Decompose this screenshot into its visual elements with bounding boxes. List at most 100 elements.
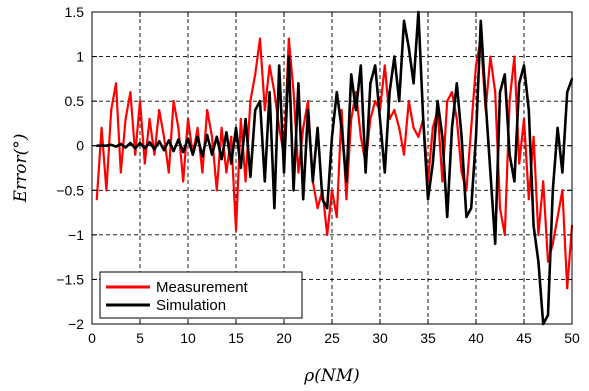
legend-label-measurement: Measurement xyxy=(156,279,249,296)
y-tick-label: 0.5 xyxy=(65,93,85,109)
data-point-measurement xyxy=(551,242,554,245)
data-point-measurement xyxy=(350,117,353,121)
data-point-simulation xyxy=(374,64,377,67)
data-point-measurement xyxy=(561,189,564,192)
data-point-simulation xyxy=(532,224,535,227)
x-tick-label: 30 xyxy=(372,330,388,346)
data-point-simulation xyxy=(292,189,295,192)
data-point-simulation xyxy=(412,82,415,85)
x-tick-label: 35 xyxy=(420,330,436,346)
data-point-simulation xyxy=(431,162,434,165)
data-point-measurement xyxy=(532,135,535,138)
data-point-simulation xyxy=(513,180,516,183)
data-point-simulation xyxy=(220,158,223,161)
data-point-measurement xyxy=(254,73,257,76)
data-point-measurement xyxy=(306,100,310,103)
x-tick-label: 0 xyxy=(88,330,96,346)
legend-box xyxy=(99,271,303,319)
data-point-measurement xyxy=(297,171,300,174)
data-point-simulation xyxy=(383,171,386,174)
data-point-simulation xyxy=(465,215,468,219)
data-point-measurement xyxy=(374,100,377,103)
data-point-simulation xyxy=(114,145,118,148)
data-point-simulation xyxy=(561,171,564,174)
legend-label-simulation: Simulation xyxy=(156,297,226,314)
data-point-simulation xyxy=(566,91,569,94)
data-point-simulation xyxy=(311,180,314,183)
data-point-measurement xyxy=(100,126,103,129)
data-point-measurement xyxy=(292,91,295,94)
data-point-simulation xyxy=(268,91,271,94)
y-tick-label: 1.5 xyxy=(65,4,85,20)
x-tick-label: 15 xyxy=(228,330,244,346)
data-point-simulation xyxy=(124,146,127,149)
data-point-measurement xyxy=(206,109,209,112)
data-point-simulation xyxy=(369,82,372,85)
data-point-measurement xyxy=(326,233,329,236)
y-tick-label: 1 xyxy=(76,49,84,65)
data-point-measurement xyxy=(412,126,415,129)
data-point-simulation xyxy=(398,100,401,103)
data-point-measurement xyxy=(172,100,175,103)
data-point-simulation xyxy=(287,55,290,58)
x-tick-label: 50 xyxy=(564,330,580,346)
data-point-simulation xyxy=(508,153,511,156)
data-point-measurement xyxy=(455,117,458,121)
data-point-measurement xyxy=(220,126,223,129)
data-point-simulation xyxy=(551,189,554,192)
x-tick-label: 5 xyxy=(136,330,144,346)
y-tick-label: −1 xyxy=(68,227,84,243)
data-point-simulation xyxy=(239,166,242,170)
data-point-measurement xyxy=(239,117,242,121)
data-point-measurement xyxy=(340,109,343,112)
data-point-simulation xyxy=(484,100,487,103)
data-point-simulation xyxy=(494,242,497,245)
data-point-simulation xyxy=(138,141,142,145)
data-point-measurement xyxy=(316,207,319,210)
data-point-simulation xyxy=(498,91,502,94)
data-point-simulation xyxy=(273,207,276,210)
data-point-simulation xyxy=(340,126,343,129)
data-point-simulation xyxy=(110,143,113,146)
data-point-measurement xyxy=(335,215,338,219)
data-point-measurement xyxy=(369,117,372,121)
data-point-simulation xyxy=(518,82,521,85)
data-point-simulation xyxy=(474,135,478,138)
x-tick-label: 10 xyxy=(180,330,196,346)
data-point-simulation xyxy=(230,162,233,165)
data-point-measurement xyxy=(407,100,410,103)
data-point-measurement xyxy=(354,91,358,94)
data-point-measurement xyxy=(278,126,281,129)
series-line-simulation xyxy=(96,10,574,326)
data-point-measurement xyxy=(124,117,127,121)
data-point-simulation xyxy=(359,64,362,67)
data-point-measurement xyxy=(359,135,362,138)
data-point-measurement xyxy=(393,109,396,112)
data-point-simulation xyxy=(210,153,214,156)
data-point-simulation xyxy=(460,135,463,138)
y-tick-label: 0 xyxy=(76,138,84,154)
data-point-simulation xyxy=(378,117,382,121)
data-point-simulation xyxy=(446,215,449,219)
data-point-measurement xyxy=(450,91,454,94)
data-point-simulation xyxy=(489,171,492,174)
data-point-simulation xyxy=(234,126,238,129)
data-point-simulation xyxy=(225,131,228,134)
data-point-simulation xyxy=(172,150,175,153)
data-point-simulation xyxy=(254,109,257,112)
data-point-measurement xyxy=(431,126,434,129)
x-tick-label: 20 xyxy=(276,330,292,346)
data-point-measurement xyxy=(330,189,334,192)
data-point-measurement xyxy=(268,64,271,67)
data-point-measurement xyxy=(470,126,473,129)
data-point-simulation xyxy=(470,207,473,210)
data-point-simulation xyxy=(436,100,439,103)
data-point-simulation xyxy=(546,314,550,317)
data-point-measurement xyxy=(398,126,401,129)
data-point-simulation xyxy=(316,126,319,129)
data-point-measurement xyxy=(566,287,569,290)
y-tick-label: −0.5 xyxy=(56,182,84,198)
data-point-measurement xyxy=(114,82,118,85)
data-point-measurement xyxy=(287,37,290,40)
data-point-measurement xyxy=(460,171,463,174)
